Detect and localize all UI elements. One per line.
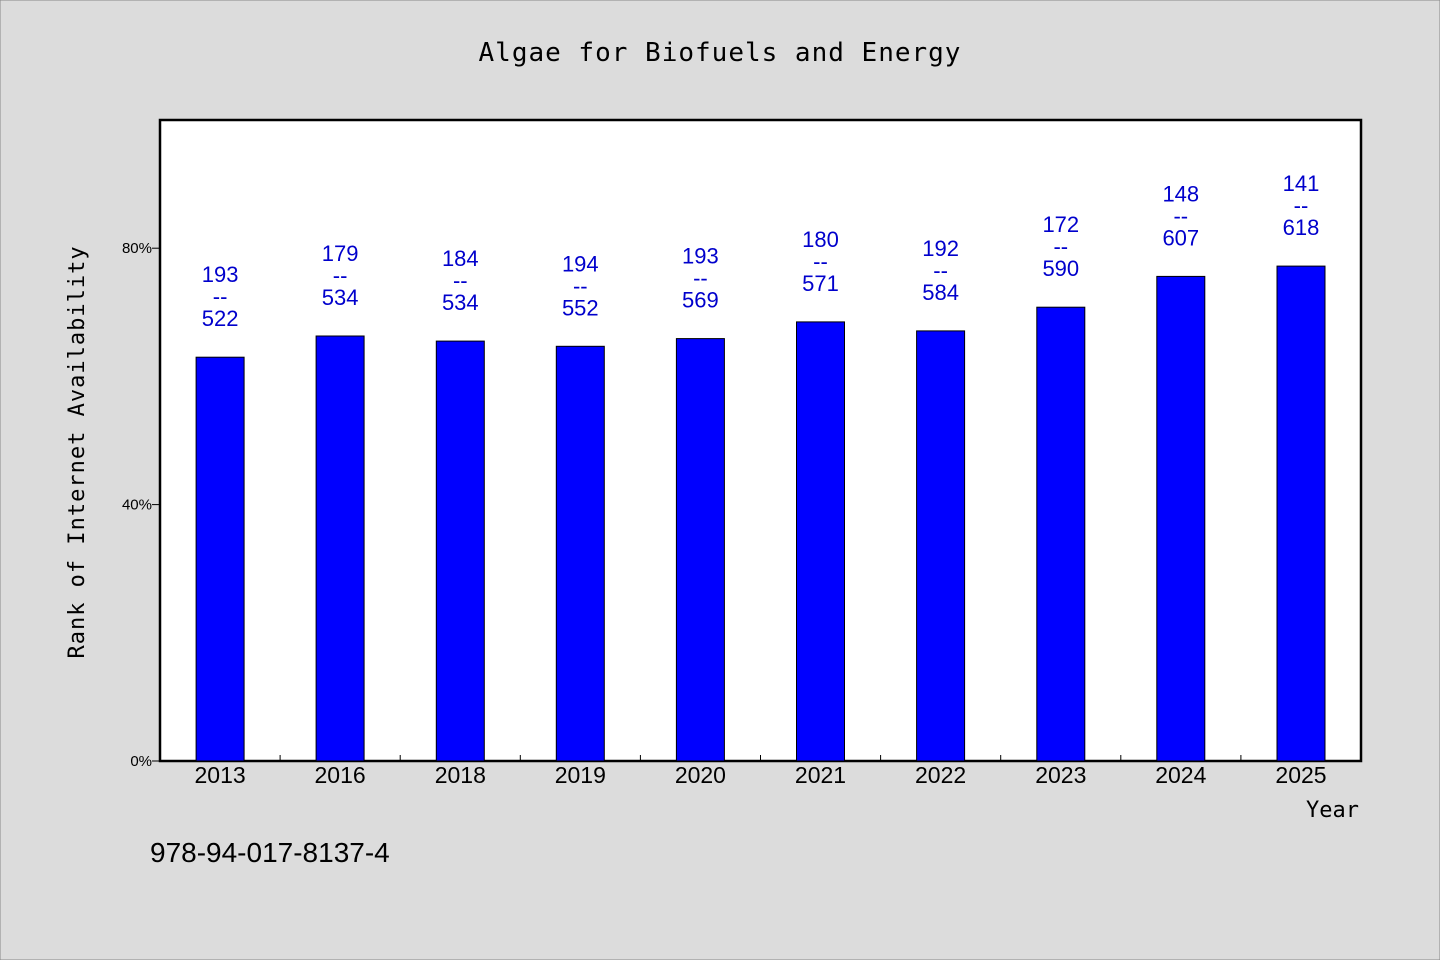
data-label-2022-top: 192 <box>922 236 959 261</box>
y-axis: 0% 40% 80% <box>122 240 160 770</box>
data-label-2018-bottom: 534 <box>442 290 479 315</box>
data-label-2020-top: 193 <box>682 244 719 269</box>
x-tick-label-2018: 2018 <box>435 762 486 788</box>
bar-2024 <box>1156 275 1206 762</box>
bar-2020 <box>675 338 725 762</box>
y-axis-label: Rank of Internet Availability <box>65 245 90 658</box>
x-tick-label-2016: 2016 <box>315 762 366 788</box>
x-tick-label-2024: 2024 <box>1155 762 1206 788</box>
bar-2018 <box>435 340 485 762</box>
footer-isbn: 978-94-017-8137-4 <box>150 837 390 868</box>
data-label-2021-top: 180 <box>802 227 839 252</box>
y-tick-label-40: 40% <box>122 497 152 514</box>
data-label-2020-sep: -- <box>693 266 708 291</box>
bar-2013 <box>195 356 245 762</box>
y-tick-label-0: 0% <box>130 753 152 770</box>
x-tick-label-2020: 2020 <box>675 762 726 788</box>
x-tick-label-2019: 2019 <box>555 762 606 788</box>
data-label-2025-sep: -- <box>1294 193 1309 218</box>
y-tick-label-80: 80% <box>122 240 152 257</box>
data-label-2023-top: 172 <box>1042 212 1079 237</box>
data-label-2024-sep: -- <box>1173 203 1188 228</box>
bars-group <box>195 265 1326 762</box>
data-label-2013-bottom: 522 <box>202 306 239 331</box>
x-tick-label-2025: 2025 <box>1275 762 1326 788</box>
data-label-2013-sep: -- <box>213 284 228 309</box>
data-label-2018-top: 184 <box>442 246 479 271</box>
x-tick-label-2022: 2022 <box>915 762 966 788</box>
bar-2022 <box>916 330 966 762</box>
chart-title: Algae for Biofuels and Energy <box>479 38 962 68</box>
data-label-2021-bottom: 571 <box>802 271 839 296</box>
data-label-2021-sep: -- <box>813 249 828 274</box>
bar-2025 <box>1276 265 1326 762</box>
data-label-2020-bottom: 569 <box>682 288 719 313</box>
data-labels-group: 193--522179--534184--534194--552193--569… <box>202 171 1320 331</box>
bar-2021 <box>796 321 845 762</box>
bar-2019 <box>555 345 605 762</box>
x-tick-label-2023: 2023 <box>1035 762 1086 788</box>
data-label-2019-bottom: 552 <box>562 295 599 320</box>
data-label-2016-bottom: 534 <box>322 285 359 310</box>
x-axis-label: Year <box>1306 798 1359 823</box>
data-label-2023-sep: -- <box>1053 234 1068 259</box>
data-label-2013-top: 193 <box>202 262 239 287</box>
data-label-2019-top: 194 <box>562 251 599 276</box>
data-label-2025-top: 141 <box>1283 171 1320 196</box>
bar-2023 <box>1036 306 1086 762</box>
data-label-2019-sep: -- <box>573 273 588 298</box>
data-label-2016-top: 179 <box>322 241 359 266</box>
x-tick-label-2021: 2021 <box>795 762 846 788</box>
data-label-2023-bottom: 590 <box>1042 256 1079 281</box>
data-label-2024-top: 148 <box>1162 181 1199 206</box>
x-axis: 2013 2016 2018 2019 2020 2021 2022 2023 2024 2025 <box>195 755 1327 788</box>
data-label-2022-bottom: 584 <box>922 280 959 305</box>
x-tick-label-2013: 2013 <box>195 762 246 788</box>
data-label-2018-sep: -- <box>453 268 468 293</box>
data-label-2016-sep: -- <box>333 263 348 288</box>
data-label-2024-bottom: 607 <box>1162 225 1199 250</box>
data-label-2022-sep: -- <box>933 258 948 283</box>
data-label-2025-bottom: 618 <box>1283 215 1320 240</box>
bar-2016 <box>315 335 365 762</box>
